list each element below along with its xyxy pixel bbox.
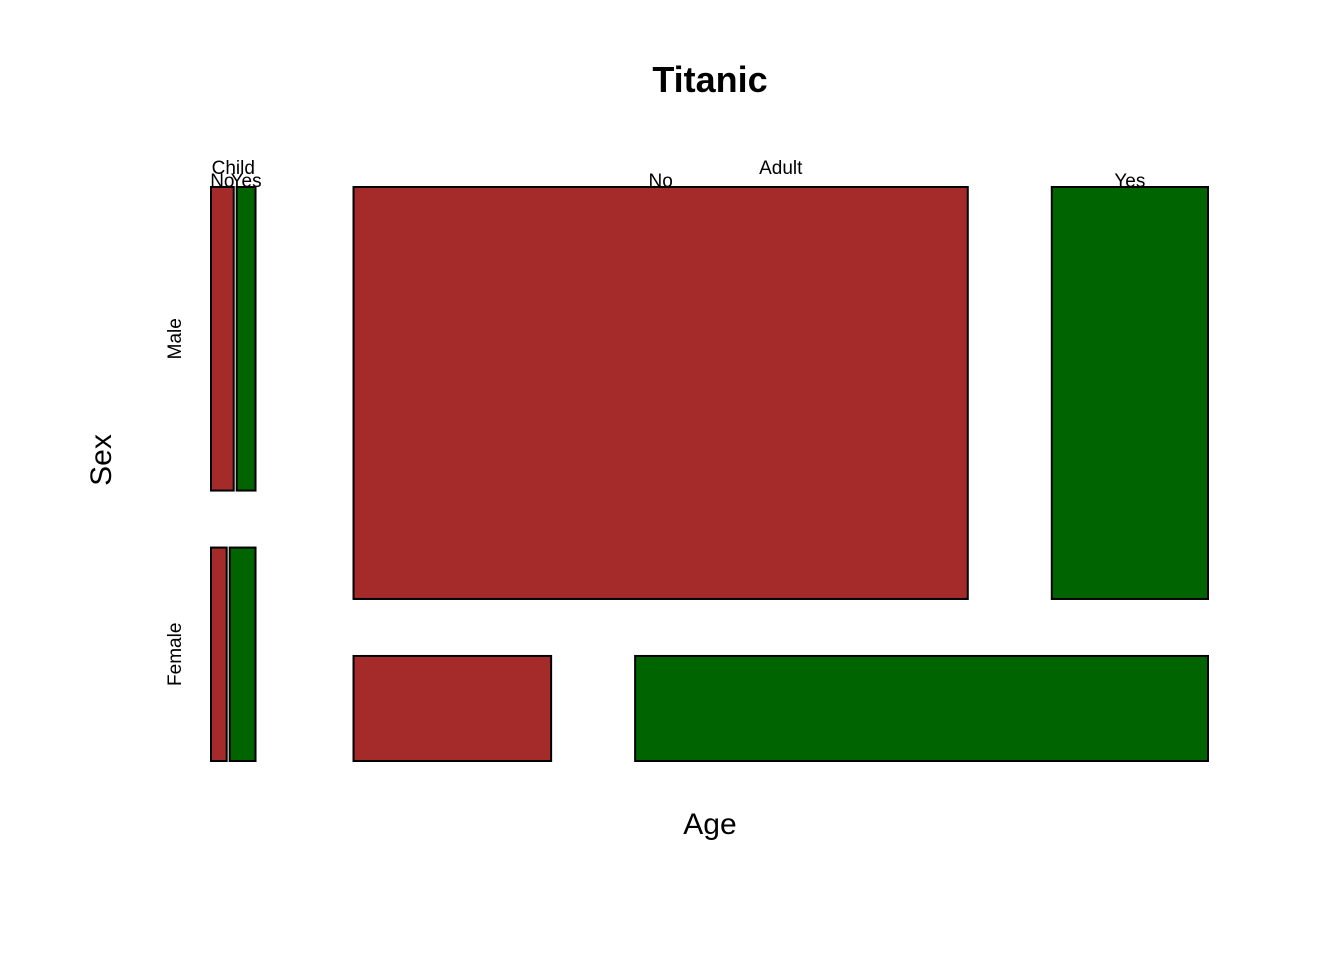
tile-child-female-yes [228,546,257,762]
y-axis-label: Sex [85,434,118,486]
tile-adult-male-yes [1050,186,1209,600]
tile-child-female-no [210,546,228,762]
sex-label-male: Male [165,318,186,359]
sex-label-female: Female [165,623,186,686]
age-label-adult: Adult [759,158,803,179]
survived-label-adult-yes: Yes [1114,171,1145,192]
tile-adult-female-no [352,654,553,762]
survived-label-child-no: No [210,171,234,192]
mosaic-tiles [210,186,1209,762]
tile-child-male-yes [235,186,257,492]
age-label-child: Child [212,158,255,179]
tile-adult-male-no [352,186,969,600]
chart-title: Titanic [652,59,767,100]
tile-adult-female-yes [634,654,1209,762]
survived-label-child-yes: Yes [231,171,262,192]
x-axis-label: Age [683,808,736,841]
tile-child-male-no [210,186,235,492]
survived-label-adult-no: No [649,171,673,192]
